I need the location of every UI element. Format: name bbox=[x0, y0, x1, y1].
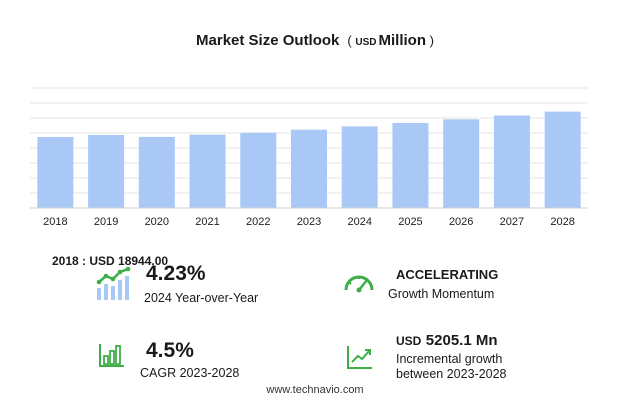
yoy-label-wrap: 2024 Year-over-Year bbox=[144, 291, 258, 305]
speedometer-icon bbox=[344, 275, 374, 293]
yoy-label: 2024 Year-over-Year bbox=[144, 291, 259, 305]
yoy-value: 4.23% bbox=[146, 262, 206, 285]
paren-open: ( bbox=[347, 33, 352, 48]
bar-2023 bbox=[291, 129, 327, 208]
cagr-stat: 4.5% bbox=[146, 339, 194, 363]
momentum-stat: ACCELERATING bbox=[396, 267, 498, 282]
bar-2025 bbox=[392, 122, 429, 208]
x-tick-label: 2026 bbox=[449, 216, 473, 228]
momentum-label-wrap: Growth Momentum bbox=[388, 287, 494, 301]
title-million: Million bbox=[378, 32, 427, 49]
cagr-value: 4.5% bbox=[146, 339, 194, 362]
bar-2021 bbox=[189, 134, 226, 208]
x-tick-label: 2027 bbox=[500, 216, 524, 228]
momentum-value: ACCELERATING bbox=[396, 267, 499, 282]
bar-growth-icon bbox=[96, 266, 131, 300]
bar-2024 bbox=[341, 126, 378, 208]
cagr-label: CAGR 2023-2028 bbox=[140, 366, 240, 380]
x-tick-label: 2025 bbox=[398, 216, 422, 228]
title-text: Market Size Outlook bbox=[196, 32, 340, 49]
bar-2027 bbox=[493, 115, 530, 208]
incremental-label-wrap: Incremental growth between 2023-2028 bbox=[396, 352, 507, 382]
bar-chart: 2018 2019 2020 2021 2022 2023 2024 2025 2026 2027… bbox=[30, 87, 588, 228]
bar-2019 bbox=[88, 135, 125, 208]
yoy-stat: 4.23% bbox=[146, 262, 206, 286]
x-tick-label: 2028 bbox=[550, 216, 574, 228]
incremental-unit: USD bbox=[396, 334, 422, 348]
x-tick-label: 2019 bbox=[94, 216, 118, 228]
footer-source: www.technavio.com bbox=[266, 384, 364, 396]
incremental-value: 5205.1 Mn bbox=[425, 332, 498, 349]
x-tick-label: 2023 bbox=[297, 216, 321, 228]
bar-2026 bbox=[443, 119, 480, 208]
chart-title: Market Size Outlook ( USD Million ) bbox=[0, 32, 630, 49]
incremental-label-1: Incremental growth bbox=[396, 352, 503, 366]
x-tick-label: 2018 bbox=[43, 216, 67, 228]
x-tick-label: 2020 bbox=[145, 216, 169, 228]
x-tick-label: 2022 bbox=[246, 216, 270, 228]
bar-2022 bbox=[240, 132, 277, 208]
base-year-value: 2018 : USD 18944.00 bbox=[52, 254, 169, 268]
incremental-stat: USD 5205.1 Mn bbox=[396, 332, 498, 350]
bar-chart-icon bbox=[99, 344, 124, 367]
line-chart-icon bbox=[347, 346, 372, 369]
momentum-label: Growth Momentum bbox=[388, 287, 495, 301]
title-unit-group: ( USD Million ) bbox=[347, 32, 434, 49]
title-unit: USD bbox=[355, 37, 377, 48]
bar-2018 bbox=[37, 136, 74, 208]
paren-close: ) bbox=[429, 33, 434, 48]
bar-2028 bbox=[544, 111, 581, 208]
x-tick-label: 2024 bbox=[347, 216, 371, 228]
x-tick-label: 2021 bbox=[195, 216, 219, 228]
cagr-label-wrap: CAGR 2023-2028 bbox=[140, 366, 239, 380]
incremental-label-2: between 2023-2028 bbox=[396, 367, 507, 381]
bar-2020 bbox=[138, 136, 175, 208]
